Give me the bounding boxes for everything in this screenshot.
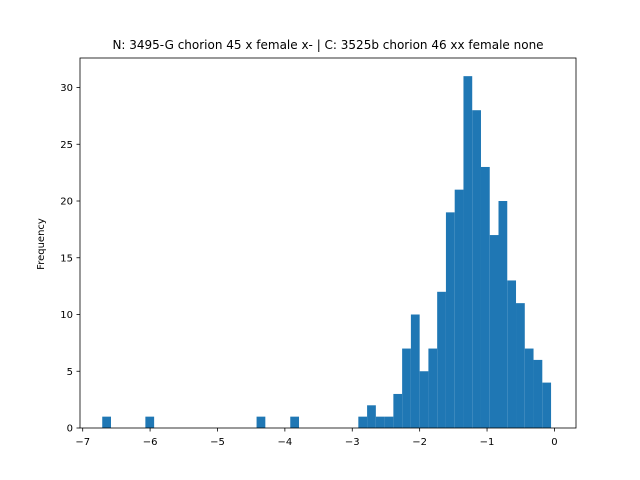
histogram-bar-17 [472, 110, 481, 429]
x-tick-label-4: −3 [345, 437, 360, 448]
x-tick-label-2: −5 [210, 437, 225, 448]
histogram-bar-5 [367, 405, 376, 428]
histogram-bar-14 [445, 212, 455, 428]
histogram-bar-8 [393, 393, 403, 428]
histogram-bar-23 [524, 348, 534, 428]
histogram-bar-22 [516, 303, 525, 428]
histogram-bar-16 [463, 76, 473, 428]
x-tick-label-7: 0 [551, 437, 557, 448]
x-tick-label-3: −4 [277, 437, 292, 448]
chart-title: N: 3495-G chorion 45 x female x- | C: 35… [112, 38, 543, 52]
histogram-bar-1 [145, 416, 155, 428]
y-tick-label-0: 0 [67, 424, 73, 435]
x-tick-label-0: −7 [75, 437, 90, 448]
histogram-bar-10 [410, 314, 420, 428]
histogram-bar-9 [402, 348, 411, 428]
x-tick-label-6: −1 [480, 437, 495, 448]
histogram-bar-3 [290, 416, 300, 428]
histogram-bar-21 [507, 280, 517, 428]
histogram-bar-7 [384, 416, 394, 428]
histogram-bar-13 [437, 291, 446, 428]
y-tick-label-2: 10 [60, 310, 73, 321]
histogram-bar-12 [428, 348, 438, 428]
y-tick-label-1: 5 [67, 367, 73, 378]
y-axis-label: Frequency [36, 218, 47, 270]
histogram-bar-19 [489, 235, 499, 428]
histogram-bar-4 [358, 416, 368, 428]
y-tick-label-5: 25 [60, 140, 73, 151]
histogram-bar-2 [256, 416, 266, 428]
y-tick-label-4: 20 [60, 197, 73, 208]
histogram-bar-0 [102, 416, 111, 428]
bars-layer [102, 76, 552, 429]
histogram-bar-11 [419, 371, 429, 428]
histogram-bar-20 [498, 201, 508, 428]
histogram-bar-24 [533, 359, 543, 428]
axes-layer: −7 −6 −5 −4 −3 −2 −1 0 0 5 10 15 20 25 30 [60, 57, 577, 448]
histogram-bar-6 [375, 416, 385, 428]
x-tick-label-1: −6 [143, 437, 158, 448]
x-tick-label-5: −2 [412, 437, 427, 448]
plot-frame [79, 57, 577, 429]
y-tick-label-6: 30 [60, 83, 73, 94]
histogram-bar-15 [454, 189, 464, 428]
y-tick-label-3: 15 [60, 253, 73, 264]
histogram-bar-18 [480, 166, 490, 428]
histogram-bar-25 [542, 382, 552, 428]
